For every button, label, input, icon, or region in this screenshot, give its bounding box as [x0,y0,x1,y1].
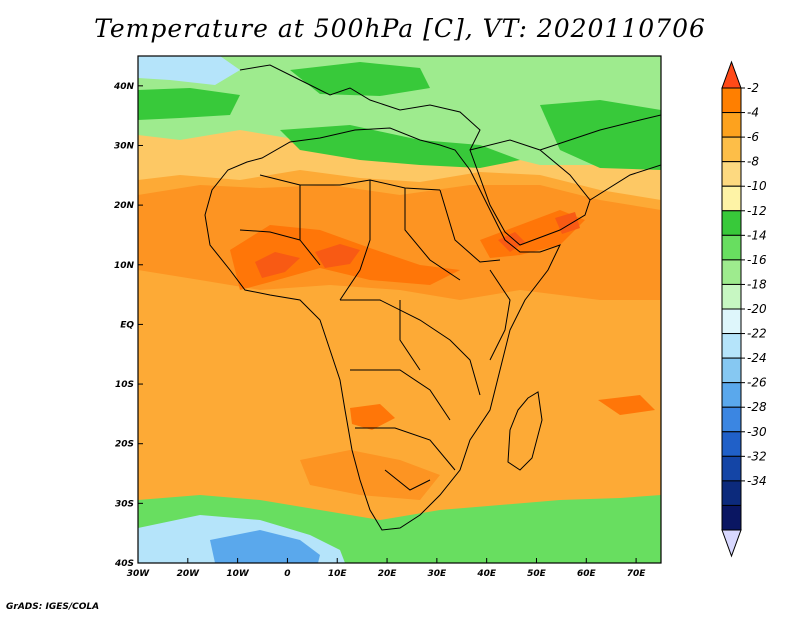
lat-tick-label: 40N [113,82,135,92]
footer-credit: GrADS: IGES/COLA [6,602,100,612]
internal-border-1 [259,174,441,191]
colorbar-swatch [721,382,742,408]
colorbar-swatch [721,283,742,310]
colorbar-swatch [721,136,742,163]
north-cool-band [138,56,661,165]
internal-border-14 [589,164,661,201]
plot-frame [137,55,662,564]
hottest-spot-yemen [555,212,580,234]
internal-border-10 [399,300,421,371]
lat-tick-label: 30S [115,499,134,509]
internal-border-7 [350,369,451,421]
colorbar-label: -4 [747,106,759,120]
lat-tick-label: 20S [115,440,134,450]
latitude-axis: 40N 30N 20N 10N EQ 10S 20S 30S 40S [113,82,143,569]
colorbar-swatch [721,259,742,285]
internal-border-11 [489,269,511,361]
lat-tick-label: 20N [114,201,135,211]
colorbar-label: -28 [747,400,767,414]
north-cold-west [138,88,240,120]
lon-tick-label: 30E [428,569,448,579]
colorbar-label: -24 [747,351,767,365]
colorbar-swatch [721,455,742,482]
colorbar-label: -16 [747,253,767,267]
lon-tick-label: 20E [378,569,398,579]
colorbar-swatch [721,210,742,236]
colorbar-label: -20 [747,302,767,316]
mozambique-warm [350,404,395,430]
internal-border-12 [384,469,431,491]
lon-tick-label: 50E [527,569,547,579]
colorbar-label: -12 [747,204,767,218]
lon-tick-label: 20W [177,569,201,579]
colorbar-swatch [721,431,742,457]
internal-border-13 [539,114,661,151]
south-colder-patch [210,530,320,563]
lon-tick-label: 40E [476,569,497,579]
africa-coastline [204,127,561,531]
hottest-spot-west [255,252,300,278]
internal-border-8 [355,427,456,471]
colorbar-label: -30 [747,425,767,439]
colorbar-swatch [721,480,742,506]
internal-border-4 [404,188,461,281]
lon-tick-label: 60E [577,569,597,579]
colorbar-label: -8 [747,155,759,169]
colorbar-label: -26 [747,376,767,390]
mediterranean-coast [239,64,481,151]
lon-tick-label: 30W [127,569,151,579]
longitude-axis: 30W 20W 10W 0 10E 20E 30E 40E 50E 60E 70E [127,558,647,579]
colorbar-swatch [721,234,742,261]
colorbar-top-arrow [721,60,742,89]
lon-tick-label: 10W [226,569,250,579]
south-hot-cell [300,450,440,500]
hottest-spot-horn [498,232,525,252]
colorbar-swatch [721,406,742,433]
map-title: Temperature at 500hPa [C], VT: 202011070… [94,14,706,43]
colorbar-label: -10 [747,179,767,193]
lat-tick-label: EQ [120,320,134,330]
north-coldest-patch [138,56,240,85]
colorbar-label: -6 [747,130,759,144]
colorbar-swatch [721,333,742,359]
colorbar-label: -34 [747,474,767,488]
lat-tick-label: 30N [114,141,135,151]
internal-border-6 [340,299,481,396]
colorbar-swatch [721,308,742,335]
lon-tick-label: 10E [328,569,348,579]
internal-border-5 [439,189,501,263]
country-borders [204,64,661,531]
lon-tick-label: 0 [284,569,290,579]
colorbar-swatch [721,161,742,187]
colorbar: -2 -4 -6 -8 -10 -12 -14 -16 -18 -20 -22 -24 -26 -28 -3… [721,60,767,558]
colorbar-label: -14 [747,228,767,242]
arabia-coast [469,139,591,246]
south-indian-hot [598,395,655,415]
colorbar-label: -2 [747,81,759,95]
colorbar-swatch [721,357,742,384]
colorbar-label: -18 [747,277,767,291]
hottest-spot-central [315,244,360,268]
internal-border-9 [239,229,301,241]
lat-tick-label: 10N [114,261,135,271]
colorbar-bottom-arrow [721,529,742,558]
madagascar-coast [507,391,543,471]
north-cold-central [290,62,430,96]
colorbar-swatch [721,185,742,212]
colorbar-label: -22 [747,327,767,341]
lat-tick-label: 10S [115,380,134,390]
north-cold-east [540,100,661,170]
lon-tick-label: 70E [627,569,647,579]
colorbar-swatch [721,87,742,114]
colorbar-swatch [721,504,742,531]
lat-tick-label: 40S [114,559,134,569]
colorbar-swatch [721,112,742,138]
internal-border-3 [339,180,371,301]
colorbar-label: -32 [747,449,767,463]
